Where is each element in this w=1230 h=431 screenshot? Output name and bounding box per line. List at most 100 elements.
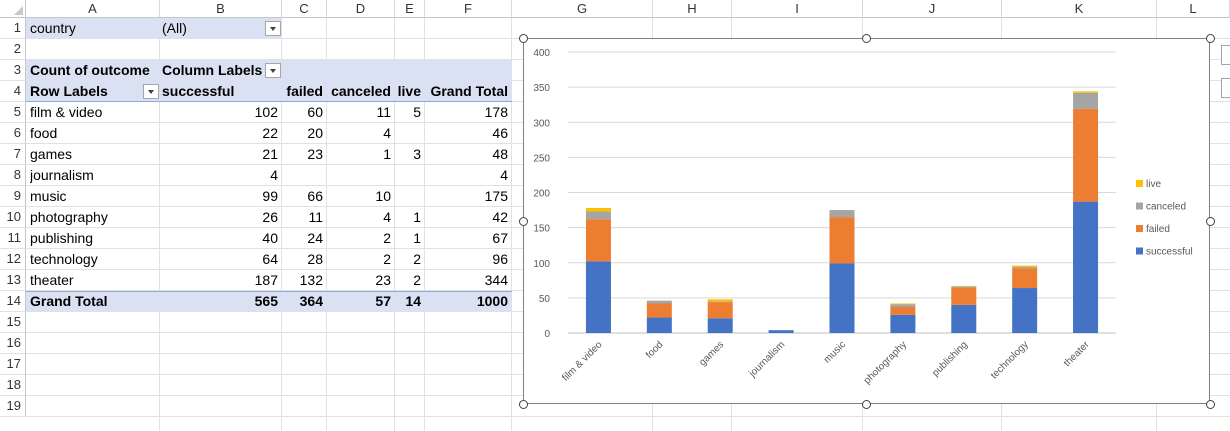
row-header-18[interactable]: 18 [0,375,26,396]
column-header-A[interactable]: A [26,0,160,18]
cell-failed[interactable]: 60 [307,104,323,120]
column-header-G[interactable]: G [512,0,653,18]
cell-total[interactable]: 46 [492,125,508,141]
column-header-J[interactable]: J [863,0,1002,18]
bar-segment-live[interactable] [585,207,611,212]
column-header-D[interactable]: D [327,0,395,18]
row-header-8[interactable]: 8 [0,165,26,186]
cell-failed[interactable]: 66 [307,188,323,204]
cell-successful[interactable]: 64 [262,251,278,267]
bar-segment-successful[interactable] [707,318,733,333]
bar-segment-failed[interactable] [646,303,672,318]
resize-handle[interactable] [1205,33,1215,43]
cell-total[interactable]: 175 [484,188,508,204]
bar-segment-successful[interactable] [585,261,611,333]
resize-handle[interactable] [862,33,871,43]
bar-segment-canceled[interactable] [646,300,672,304]
cell-live[interactable]: 1 [413,230,421,246]
row-header-4[interactable]: 4 [0,81,26,102]
legend-label-successful[interactable]: successful [1146,247,1193,258]
row-label[interactable]: publishing [30,230,94,246]
row-label[interactable]: music [30,188,67,204]
cell-successful[interactable]: 22 [262,125,278,141]
cell-failed[interactable]: 132 [299,272,323,288]
cell-canceled[interactable] [327,165,395,186]
row-label[interactable]: photography [30,209,108,225]
row-header-13[interactable]: 13 [0,270,26,291]
stacked-bar-chart[interactable]: 0 50 100 150 200 250 300 350 400 film & video food… [523,38,1210,404]
bar-segment-successful[interactable] [951,304,977,333]
cell-total[interactable]: 96 [492,251,508,267]
cell-live[interactable]: 2 [413,251,421,267]
cell-successful[interactable]: 26 [262,209,278,225]
cell-canceled[interactable]: 10 [375,188,391,204]
column-header-L[interactable]: L [1157,0,1230,18]
bar-segment-live[interactable] [951,285,977,287]
cell-failed[interactable]: 11 [308,209,323,225]
cell-live[interactable] [395,186,425,207]
cell-total[interactable]: 4 [500,167,508,183]
resize-handle[interactable] [862,399,871,409]
bar-segment-failed[interactable] [585,219,611,262]
bar-segment-live[interactable] [1073,91,1099,93]
row-header-10[interactable]: 10 [0,207,26,228]
row-label[interactable]: journalism [30,167,94,183]
cell-canceled[interactable]: 11 [376,104,391,120]
bar-segment-successful[interactable] [646,317,672,333]
cell-total[interactable]: 42 [492,209,508,225]
column-labels-dropdown-button[interactable] [265,63,281,78]
cell-successful[interactable]: 102 [254,104,278,120]
cell-successful[interactable]: 40 [262,230,278,246]
cell-successful[interactable]: 4 [270,167,278,183]
row-header-3[interactable]: 3 [0,60,26,81]
row-labels-dropdown-button[interactable] [143,84,159,99]
bar-segment-canceled[interactable] [707,301,733,303]
bar-segment-failed[interactable] [951,288,977,305]
cell-total[interactable]: 178 [484,104,508,120]
legend-label-failed[interactable]: failed [1146,224,1170,235]
row-header-7[interactable]: 7 [0,144,26,165]
row-label[interactable]: food [30,125,58,141]
cell-live[interactable]: 2 [413,272,421,288]
cell-canceled[interactable]: 1 [383,146,391,162]
column-header-F[interactable]: F [425,0,512,18]
bar-segment-canceled[interactable] [1073,92,1099,109]
chart-elements-button[interactable] [1221,45,1230,65]
cell-live[interactable]: 3 [413,146,421,162]
resize-handle[interactable] [518,399,528,409]
cell-successful[interactable]: 21 [262,146,278,162]
bar-segment-live[interactable] [1012,265,1038,267]
bar-segment-live[interactable] [890,303,916,305]
cell-successful[interactable]: 187 [254,272,278,288]
cell-total[interactable]: 48 [492,146,508,162]
row-label[interactable]: games [30,146,73,162]
bar-segment-successful[interactable] [1012,288,1038,333]
row-header-1[interactable]: 1 [0,18,26,39]
cell-successful[interactable]: 99 [262,188,278,204]
row-header-19[interactable]: 19 [0,396,26,417]
bar-segment-successful[interactable] [1073,201,1099,333]
bar-segment-canceled[interactable] [1012,266,1038,269]
row-label[interactable]: theater [30,272,74,288]
row-header-6[interactable]: 6 [0,123,26,144]
resize-handle[interactable] [518,216,528,226]
filter-field-value[interactable]: (All) [162,20,187,36]
resize-handle[interactable] [1205,216,1215,226]
cell-failed[interactable]: 28 [307,251,323,267]
legend-label-canceled[interactable]: canceled [1146,202,1186,213]
bar-segment-failed[interactable] [1073,108,1099,202]
column-header-C[interactable]: C [282,0,327,18]
bar-segment-failed[interactable] [829,217,855,264]
row-header-14[interactable]: 14 [0,291,26,312]
row-header-11[interactable]: 11 [0,228,26,249]
column-header-I[interactable]: I [732,0,863,18]
cell-live[interactable] [395,123,425,144]
cell-failed[interactable]: 23 [307,146,323,162]
bar-segment-live[interactable] [707,299,733,302]
row-header-2[interactable]: 2 [0,39,26,60]
bar-segment-successful[interactable] [829,263,855,333]
bar-segment-successful[interactable] [890,314,916,333]
cell-failed[interactable]: 20 [307,125,323,141]
row-label[interactable]: film & video [30,104,103,120]
cell-canceled[interactable]: 2 [383,230,391,246]
